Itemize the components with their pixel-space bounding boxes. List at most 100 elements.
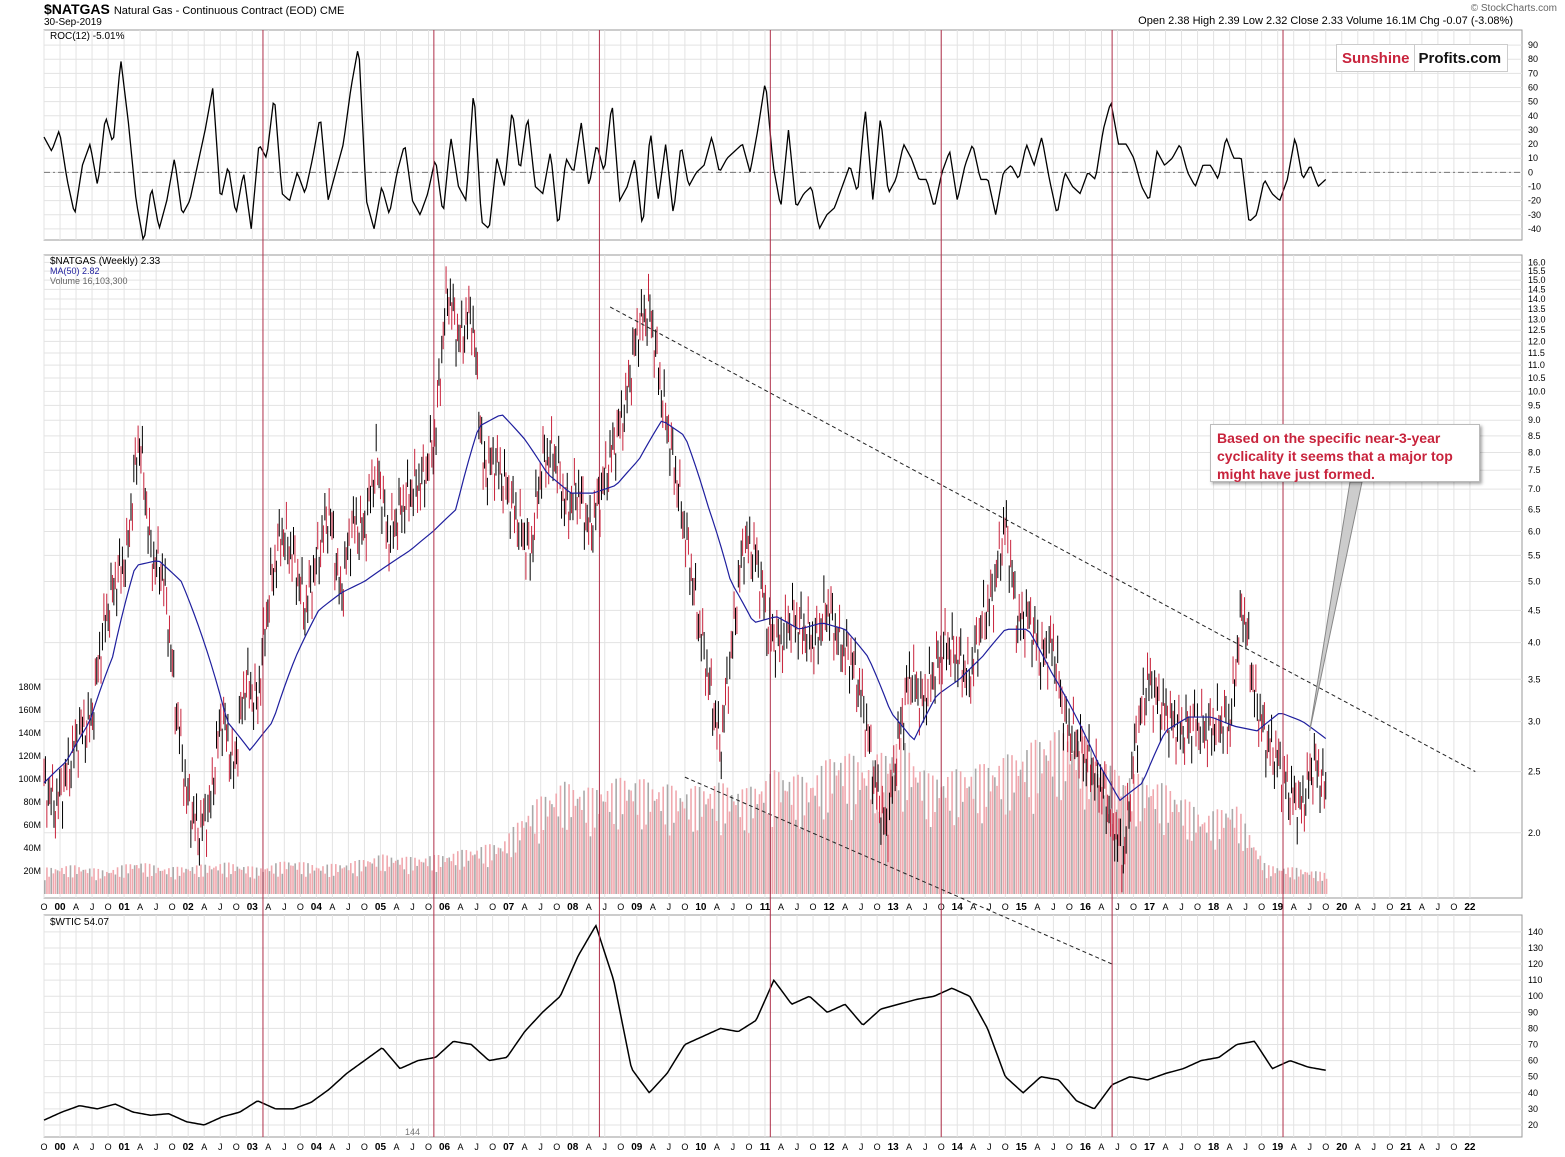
volume-bar [356,876,359,894]
x-tick-label-bottom: O [810,1142,817,1152]
volume-bar [1071,753,1073,894]
x-tick-label-main: 17 [1144,902,1156,913]
volume-bar [1321,880,1324,894]
x-tick-label-bottom: J [1436,1142,1441,1152]
volume-bar [1205,832,1208,894]
volume-bar [482,863,485,894]
volume-bar [1263,863,1266,894]
stockcharts-credit[interactable]: © StockCharts.com [1470,3,1557,14]
main-tick-label: 2.5 [1528,767,1541,777]
volume-bar [228,862,230,894]
x-tick-label-main: J [282,902,287,912]
volume-bar [474,854,476,894]
volume-bar [820,765,823,894]
volume-bar [634,783,637,894]
volume-bar [138,868,140,894]
volume-bar [459,869,461,894]
volume-bar [193,873,196,894]
volume-bar [546,816,549,894]
volume-bar [1274,873,1276,894]
volume-bar [283,861,286,894]
volume-bar [538,843,540,894]
volume-bar [206,872,209,894]
volume-bar [345,865,348,894]
volume-bar [912,766,915,894]
x-tick-label-main: A [522,902,528,912]
volume-bar [694,786,697,894]
volume-bar [728,811,731,894]
x-tick-label-bottom: 18 [1208,1142,1220,1153]
volume-bar [189,871,192,894]
x-tick-label-bottom: O [553,1142,560,1152]
volume-bar [904,743,906,894]
volume-bar [1103,795,1105,894]
volume-bar [711,808,714,894]
volume-bar [168,868,170,894]
x-tick-label-bottom: J [90,1142,95,1152]
volume-bar [266,868,269,894]
volume-bar [1086,740,1088,894]
volume-bar [176,866,179,894]
volume-bar [745,788,748,894]
volume-bar [1131,811,1133,894]
volume-bar [255,867,258,894]
x-tick-label-main: A [714,902,720,912]
roc-tick-label: 50 [1528,97,1538,107]
volume-bar [1220,810,1223,894]
volume-bar [983,764,985,894]
volume-bar [76,874,78,894]
x-tick-label-main: 13 [888,902,900,913]
wti-tick-label: 30 [1528,1104,1538,1114]
main-tick-label: 5.0 [1528,576,1541,586]
volume-bar [78,867,80,894]
volume-bar [1021,761,1024,894]
roc-tick-label: 60 [1528,83,1538,93]
volume-bar [814,795,816,894]
x-tick-label-main: A [1355,902,1361,912]
x-tick-label-bottom: J [154,1142,159,1152]
x-tick-label-bottom: A [1227,1142,1233,1152]
x-tick-label-main: 00 [54,902,66,913]
volume-bar [570,817,572,894]
volume-bar [596,790,598,894]
x-tick-label-bottom: J [923,1142,928,1152]
volume-bar [889,763,891,894]
volume-bar [131,868,134,894]
volume-bar [611,783,613,894]
volume-bar [1135,826,1137,894]
volume-bar [1310,871,1313,894]
volume-bar [399,864,401,894]
volume-bar [296,869,299,894]
wti-legend: $WTIC 54.07 [50,917,109,928]
volume-bar [842,786,844,894]
volume-bar [741,789,744,894]
volume-bar [679,798,682,894]
x-tick-label-bottom: O [1258,1142,1265,1152]
volume-bar [673,822,675,894]
volume-bar [484,844,487,894]
x-tick-label-main: O [489,902,496,912]
volume-bar [1081,736,1084,894]
volume-bar [364,866,367,894]
volume-bar [1193,806,1195,894]
volume-bar [446,858,448,894]
volume-bar [268,871,271,894]
volume-bar [1036,793,1039,894]
volume-bar [767,813,769,894]
x-tick-label-bottom: A [1355,1142,1361,1152]
volume-bar [125,864,127,894]
x-tick-label-bottom: 02 [183,1142,195,1153]
volume-bar [957,817,960,894]
volume-bar [88,868,91,894]
x-tick-label-bottom: J [1372,1142,1377,1152]
volume-bar [307,863,309,894]
wti-tick-label: 50 [1528,1072,1538,1082]
volume-bar [1026,750,1028,894]
volume-bar [681,801,684,894]
volume-bar [1068,764,1071,894]
volume-bar [465,850,468,894]
volume-bar [65,866,67,894]
volume-bar [897,790,900,894]
volume-bar [1293,879,1296,894]
roc-tick-label: 90 [1528,40,1538,50]
